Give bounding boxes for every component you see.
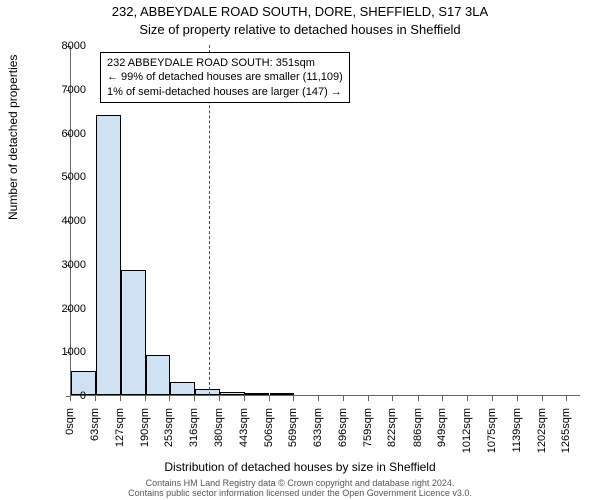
histogram-bar	[245, 393, 270, 395]
y-tick-label: 1000	[36, 346, 86, 358]
footer-line-1: Contains HM Land Registry data © Crown c…	[0, 478, 600, 488]
y-tick-label: 0	[36, 390, 86, 402]
chart-container: 232, ABBEYDALE ROAD SOUTH, DORE, SHEFFIE…	[0, 0, 600, 500]
x-tick-mark	[343, 396, 344, 401]
x-tick-label: 253sqm	[163, 408, 175, 468]
x-tick-mark	[492, 396, 493, 401]
x-tick-mark	[318, 396, 319, 401]
y-tick-label: 6000	[36, 128, 86, 140]
x-tick-label: 63sqm	[89, 408, 101, 468]
x-tick-mark	[368, 396, 369, 401]
x-tick-label: 1012sqm	[461, 408, 473, 468]
y-axis-label: Number of detached properties	[6, 55, 20, 220]
x-tick-mark	[70, 396, 71, 401]
x-tick-label: 1202sqm	[536, 408, 548, 468]
y-tick-label: 8000	[36, 40, 86, 52]
x-tick-label: 506sqm	[263, 408, 275, 468]
x-tick-mark	[517, 396, 518, 401]
chart-title-subtitle: Size of property relative to detached ho…	[0, 22, 600, 37]
x-tick-label: 0sqm	[64, 408, 76, 468]
x-tick-mark	[120, 396, 121, 401]
footer-attribution: Contains HM Land Registry data © Crown c…	[0, 478, 600, 499]
x-tick-mark	[566, 396, 567, 401]
x-tick-mark	[169, 396, 170, 401]
x-tick-mark	[442, 396, 443, 401]
histogram-bar	[170, 382, 195, 395]
x-tick-label: 1075sqm	[486, 408, 498, 468]
x-tick-label: 316sqm	[188, 408, 200, 468]
histogram-bar	[270, 393, 295, 395]
x-tick-label: 822sqm	[386, 408, 398, 468]
info-line-1: 232 ABBEYDALE ROAD SOUTH: 351sqm	[107, 56, 343, 70]
x-tick-label: 569sqm	[287, 408, 299, 468]
info-box: 232 ABBEYDALE ROAD SOUTH: 351sqm ← 99% o…	[100, 52, 350, 103]
histogram-bar	[121, 270, 146, 395]
y-tick-label: 5000	[36, 171, 86, 183]
y-tick-label: 4000	[36, 215, 86, 227]
histogram-bar	[96, 115, 121, 395]
info-line-3: 1% of semi-detached houses are larger (1…	[107, 85, 343, 99]
x-tick-label: 443sqm	[238, 408, 250, 468]
x-tick-label: 696sqm	[337, 408, 349, 468]
x-tick-mark	[219, 396, 220, 401]
footer-line-2: Contains public sector information licen…	[0, 488, 600, 498]
x-tick-label: 886sqm	[412, 408, 424, 468]
x-tick-label: 380sqm	[213, 408, 225, 468]
x-tick-mark	[418, 396, 419, 401]
x-tick-label: 1265sqm	[560, 408, 572, 468]
x-tick-label: 759sqm	[362, 408, 374, 468]
x-tick-mark	[293, 396, 294, 401]
x-tick-label: 190sqm	[139, 408, 151, 468]
x-tick-label: 949sqm	[436, 408, 448, 468]
x-tick-mark	[392, 396, 393, 401]
chart-title-address: 232, ABBEYDALE ROAD SOUTH, DORE, SHEFFIE…	[0, 4, 600, 19]
histogram-bar	[220, 392, 245, 395]
y-tick-label: 3000	[36, 259, 86, 271]
histogram-bar	[146, 355, 171, 395]
x-tick-mark	[145, 396, 146, 401]
x-tick-mark	[542, 396, 543, 401]
x-tick-mark	[244, 396, 245, 401]
y-tick-label: 7000	[36, 84, 86, 96]
info-line-2: ← 99% of detached houses are smaller (11…	[107, 70, 343, 84]
x-tick-label: 1139sqm	[511, 408, 523, 468]
x-tick-mark	[95, 396, 96, 401]
x-tick-label: 127sqm	[114, 408, 126, 468]
histogram-bar	[195, 389, 220, 395]
x-tick-mark	[194, 396, 195, 401]
x-tick-mark	[467, 396, 468, 401]
x-tick-label: 633sqm	[312, 408, 324, 468]
y-tick-label: 2000	[36, 303, 86, 315]
x-tick-mark	[269, 396, 270, 401]
